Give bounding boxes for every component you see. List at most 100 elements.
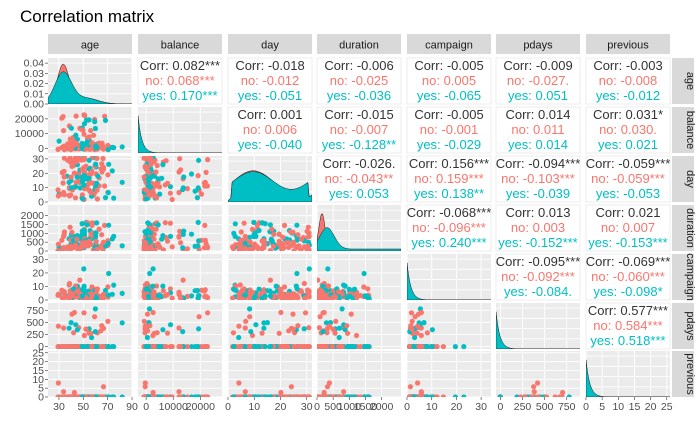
scatter-point-no [330, 294, 336, 300]
scatter-point-no [162, 182, 168, 188]
scatter-point-no [55, 291, 62, 297]
x-tick-label: 5 [599, 401, 605, 413]
scatter-point-no [230, 295, 236, 300]
column-strip [407, 34, 491, 54]
scatter-point-no [94, 156, 100, 161]
scatter-point-no [74, 159, 80, 165]
scatter-point-yes [180, 329, 186, 335]
scatter-point-yes [143, 196, 149, 202]
scatter-point-no [203, 344, 209, 349]
scatter-point-no [154, 162, 160, 169]
scatter-point-yes [146, 344, 152, 349]
scatter-point-no [409, 318, 415, 324]
y-tick-label: 0.04 [24, 58, 45, 70]
scatter-point-no [152, 193, 158, 199]
corr-yes-label: yes: 0.138** [414, 186, 484, 201]
scatter-point-yes [351, 394, 358, 397]
scatter-point-yes [147, 184, 154, 190]
scatter-point-no [249, 226, 256, 232]
scatter-point-no [143, 245, 149, 251]
scatter-point-yes [351, 286, 358, 292]
scatter-point-yes [194, 243, 200, 249]
corr-yes-label: yes: -0.152*** [498, 235, 578, 250]
y-tick-label: 0 [38, 197, 44, 209]
scatter-point-no [317, 277, 321, 283]
scatter-point-yes [160, 283, 166, 289]
scatter-point-yes [93, 233, 99, 240]
scatter-point-yes [86, 117, 92, 123]
scatter-point-no [184, 394, 190, 397]
scatter-point-yes [294, 286, 300, 292]
scatter-point-no [70, 161, 76, 167]
y-tick-label: 1500 [21, 219, 45, 231]
scatter-point-no [298, 394, 305, 397]
scatter-point-no [298, 247, 304, 251]
scatter-point-yes [74, 327, 80, 333]
scatter-point-no [203, 241, 209, 247]
row-strip-label: previous [684, 353, 696, 395]
scatter-point-no [290, 311, 296, 317]
scatter-point-no [321, 389, 327, 396]
x-tick-label: 0 [497, 401, 503, 413]
panel-age-age [48, 58, 132, 104]
scatter-point-no [305, 289, 311, 295]
scatter-point-yes [242, 240, 248, 246]
corr-overall-label: Corr: -0.005 [414, 107, 483, 122]
scatter-point-no [290, 229, 296, 235]
scatter-point-no [71, 389, 77, 396]
corr-panel-bg [406, 204, 492, 252]
column-strip-label: balance [161, 40, 200, 52]
scatter-point-no [71, 170, 77, 176]
corr-yes-label: yes: 0.240*** [411, 235, 486, 250]
scatter-point-no [440, 394, 446, 397]
column-strip-label: duration [339, 40, 379, 52]
panel-day-age [48, 156, 132, 202]
y-tick-label: 750 [26, 305, 44, 317]
scatter-point-yes [305, 239, 312, 245]
scatter-point-no [236, 380, 242, 386]
scatter-point-yes [247, 234, 253, 240]
scatter-point-yes [109, 291, 115, 297]
y-tick-label: 10 [32, 182, 44, 194]
scatter-point-yes [180, 245, 186, 251]
scatter-point-no [281, 222, 288, 228]
scatter-point-no [424, 330, 430, 336]
scatter-point-no [81, 112, 87, 118]
scatter-point-yes [188, 293, 195, 299]
scatter-point-no [414, 330, 420, 336]
corr-overall-label: Corr: -0.018 [235, 58, 304, 73]
scatter-point-no [178, 167, 184, 173]
scatter-point-no [336, 394, 342, 397]
density-yes-balance [138, 115, 222, 153]
scatter-point-no [298, 236, 305, 242]
scatter-point-no [73, 113, 79, 119]
scatter-point-no [100, 239, 107, 245]
scatter-point-yes [70, 286, 77, 292]
scatter-point-no [176, 325, 182, 331]
scatter-point-yes [180, 231, 186, 237]
corr-yes-label: yes: -0.051 [238, 88, 302, 103]
y-tick-label: 10 [32, 374, 44, 386]
scatter-point-yes [102, 117, 109, 123]
x-tick-label: 90 [126, 401, 138, 413]
scatter-point-yes [320, 329, 326, 335]
corr-panel-bg [585, 302, 671, 350]
scatter-point-no [290, 239, 296, 245]
column-strip [496, 34, 580, 54]
corr-no-label: no: 0.159*** [414, 171, 483, 186]
scatter-point-yes [424, 344, 430, 349]
scatter-point-yes [84, 344, 90, 349]
scatter-point-no [419, 394, 425, 397]
column-strip [317, 34, 401, 54]
corr-panel-bg [585, 106, 671, 154]
scatter-point-no [317, 314, 323, 320]
corr-no-label: no: 0.006 [243, 122, 297, 137]
scatter-point-yes [452, 344, 458, 349]
scatter-point-yes [105, 146, 111, 153]
scatter-point-yes [346, 286, 352, 292]
scatter-point-no [142, 384, 148, 390]
scatter-point-no [74, 236, 80, 242]
corr-no-label: no: -0.012 [241, 73, 300, 88]
